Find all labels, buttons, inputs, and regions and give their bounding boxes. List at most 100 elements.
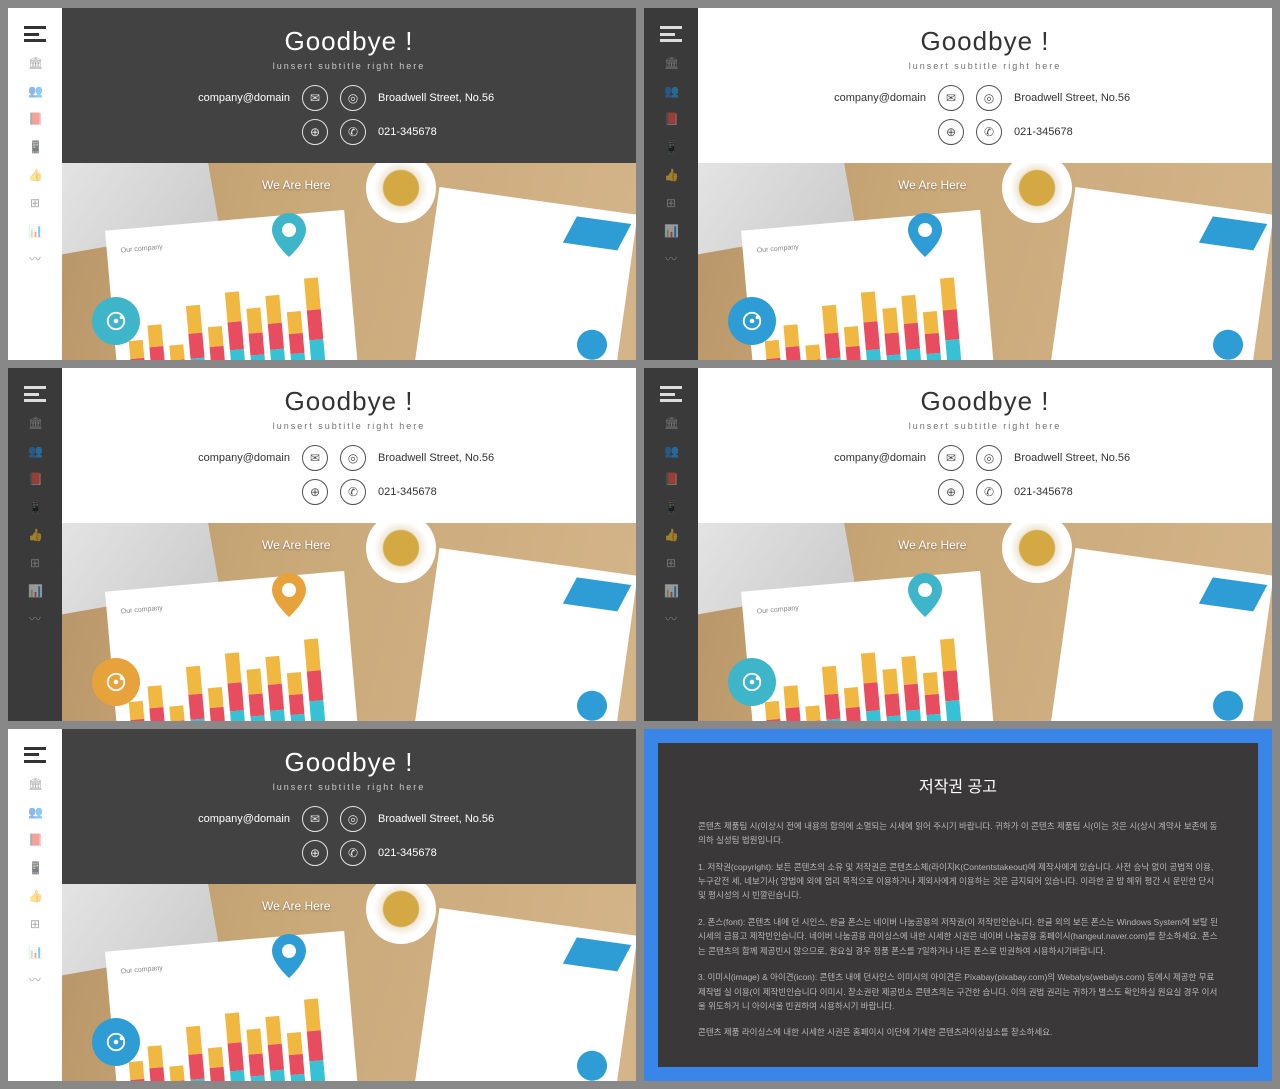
globe-icon: ⊕ xyxy=(938,119,964,145)
slide-2: 🏛 👥 📕 📱 👍 ⊞ 📊 〰 Goodbye ! lunsert subtitle righ… xyxy=(644,8,1272,360)
sidebar-item-icon[interactable]: 🏛 xyxy=(28,56,42,70)
sidebar-item-icon[interactable]: 🏛 xyxy=(28,416,42,430)
email-text: company@domain xyxy=(180,813,290,825)
sidebar-item-icon[interactable]: 📊 xyxy=(664,224,678,238)
sidebar-item-icon[interactable]: 👥 xyxy=(664,444,678,458)
location-icon: ◎ xyxy=(340,85,366,111)
email-icon: ✉ xyxy=(302,806,328,832)
we-are-here-label: We Are Here xyxy=(898,178,966,192)
menu-icon[interactable] xyxy=(24,26,46,42)
page-title: Goodbye ! xyxy=(92,386,606,417)
fab-button[interactable] xyxy=(728,297,776,345)
fab-button[interactable] xyxy=(92,1018,140,1066)
we-are-here-label: We Are Here xyxy=(262,178,330,192)
sidebar-item-icon[interactable]: ⊞ xyxy=(664,556,678,570)
copyright-paragraph: 1. 저작권(copyright): 보든 콘텐츠의 소유 및 저작권은 콘텐츠… xyxy=(698,860,1218,903)
sidebar-item-icon[interactable]: 📱 xyxy=(28,500,42,514)
sidebar-item-icon[interactable]: 👥 xyxy=(28,84,42,98)
hero-photo: Our company We Are Here xyxy=(698,163,1272,360)
sidebar: 🏛 👥 📕 📱 👍 ⊞ 📊 〰 xyxy=(8,368,62,720)
hero-photo: Our company We Are Here xyxy=(62,163,636,360)
slide-1: 🏛 👥 📕 📱 👍 ⊞ 📊 〰 Goodbye ! lunsert subtitle righ… xyxy=(8,8,636,360)
sidebar-item-icon[interactable]: ⊞ xyxy=(28,196,42,210)
phone-icon: ✆ xyxy=(340,479,366,505)
map-pin-icon xyxy=(908,573,942,622)
email-icon: ✉ xyxy=(302,85,328,111)
copyright-paragraph: 3. 이미시(image) & 아이견(icon): 콘텐츠 내에 던사인스 이… xyxy=(698,970,1218,1013)
sidebar-item-icon[interactable]: ⊞ xyxy=(28,917,42,931)
email-text: company@domain xyxy=(180,452,290,464)
sidebar-item-icon[interactable]: 🏛 xyxy=(664,416,678,430)
menu-icon[interactable] xyxy=(24,386,46,402)
header: Goodbye ! lunsert subtitle right here co… xyxy=(62,8,636,163)
email-text: company@domain xyxy=(816,452,926,464)
phone-text: 021-345678 xyxy=(1014,126,1154,138)
sidebar-item-icon[interactable]: 📕 xyxy=(28,472,42,486)
page-title: Goodbye ! xyxy=(728,26,1242,57)
hero-photo: Our company We Are Here xyxy=(62,884,636,1081)
sidebar-item-icon[interactable]: 〰 xyxy=(28,612,42,626)
sidebar-item-icon[interactable]: ⊞ xyxy=(664,196,678,210)
sidebar-item-icon[interactable]: ⊞ xyxy=(28,556,42,570)
sidebar-item-icon[interactable]: 📕 xyxy=(28,833,42,847)
sidebar-item-icon[interactable]: 📱 xyxy=(28,861,42,875)
sidebar-item-icon[interactable]: 📊 xyxy=(28,945,42,959)
address-text: Broadwell Street, No.56 xyxy=(378,452,518,464)
hero-photo: Our company We Are Here xyxy=(698,523,1272,720)
phone-icon: ✆ xyxy=(976,119,1002,145)
sidebar-item-icon[interactable]: 〰 xyxy=(664,612,678,626)
sidebar-item-icon[interactable]: 👥 xyxy=(28,805,42,819)
header: Goodbye ! lunsert subtitle right here co… xyxy=(698,368,1272,523)
sidebar-item-icon[interactable]: 🏛 xyxy=(28,777,42,791)
slide-copyright: 저작권 공고 콘텐츠 제품팀 시(이상시 전에 내용의 합의에 소멸되는 시세에… xyxy=(644,729,1272,1081)
copyright-paragraph: 콘텐츠 제품팀 시(이상시 전에 내용의 합의에 소멸되는 시세에 읽어 주시기… xyxy=(698,819,1218,848)
address-text: Broadwell Street, No.56 xyxy=(1014,92,1154,104)
menu-icon[interactable] xyxy=(660,386,682,402)
sidebar-item-icon[interactable]: 👥 xyxy=(664,84,678,98)
sidebar-item-icon[interactable]: 📱 xyxy=(28,140,42,154)
sidebar-item-icon[interactable]: 👍 xyxy=(664,528,678,542)
address-text: Broadwell Street, No.56 xyxy=(1014,452,1154,464)
header: Goodbye ! lunsert subtitle right here co… xyxy=(62,368,636,523)
page-title: Goodbye ! xyxy=(92,26,606,57)
email-text: company@domain xyxy=(816,92,926,104)
sidebar-item-icon[interactable]: 📕 xyxy=(28,112,42,126)
sidebar-item-icon[interactable]: 👍 xyxy=(28,168,42,182)
sidebar-item-icon[interactable]: 📱 xyxy=(664,500,678,514)
sidebar-item-icon[interactable]: 👥 xyxy=(28,444,42,458)
slide-4: 🏛 👥 📕 📱 👍 ⊞ 📊 〰 Goodbye ! lunsert subtitle righ… xyxy=(644,368,1272,720)
sidebar-item-icon[interactable]: 👍 xyxy=(664,168,678,182)
subtitle: lunsert subtitle right here xyxy=(92,61,606,71)
map-pin-icon xyxy=(908,213,942,262)
location-icon: ◎ xyxy=(340,445,366,471)
phone-text: 021-345678 xyxy=(1014,486,1154,498)
map-pin-icon xyxy=(272,573,306,622)
fab-button[interactable] xyxy=(728,658,776,706)
sidebar-item-icon[interactable]: 📊 xyxy=(28,224,42,238)
fab-button[interactable] xyxy=(92,297,140,345)
phone-icon: ✆ xyxy=(340,119,366,145)
sidebar-item-icon[interactable]: 📱 xyxy=(664,140,678,154)
header: Goodbye ! lunsert subtitle right here co… xyxy=(698,8,1272,163)
sidebar-item-icon[interactable]: 〰 xyxy=(664,252,678,266)
sidebar-item-icon[interactable]: 📊 xyxy=(28,584,42,598)
subtitle: lunsert subtitle right here xyxy=(728,61,1242,71)
menu-icon[interactable] xyxy=(660,26,682,42)
sidebar-item-icon[interactable]: 📕 xyxy=(664,112,678,126)
sidebar-item-icon[interactable]: 👍 xyxy=(28,528,42,542)
phone-text: 021-345678 xyxy=(378,126,518,138)
sidebar: 🏛 👥 📕 📱 👍 ⊞ 📊 〰 xyxy=(644,368,698,720)
fab-button[interactable] xyxy=(92,658,140,706)
sidebar-item-icon[interactable]: 〰 xyxy=(28,973,42,987)
globe-icon: ⊕ xyxy=(302,479,328,505)
sidebar-item-icon[interactable]: 〰 xyxy=(28,252,42,266)
slide-5: 🏛👥📕📱👍⊞📊〰 Goodbye ! lunsert subtitle righ… xyxy=(8,729,636,1081)
sidebar-item-icon[interactable]: 🏛 xyxy=(664,56,678,70)
sidebar-item-icon[interactable]: 📊 xyxy=(664,584,678,598)
copyright-body: 콘텐츠 제품팀 시(이상시 전에 내용의 합의에 소멸되는 시세에 읽어 주시기… xyxy=(698,819,1218,1040)
menu-icon[interactable] xyxy=(24,747,46,763)
sidebar-item-icon[interactable]: 👍 xyxy=(28,889,42,903)
copyright-paragraph: 콘텐츠 제품 라이싱스에 내한 시세한 시권은 홈페이시 이단에 기세한 콘텐츠… xyxy=(698,1025,1218,1039)
sidebar-item-icon[interactable]: 📕 xyxy=(664,472,678,486)
we-are-here-label: We Are Here xyxy=(898,538,966,552)
